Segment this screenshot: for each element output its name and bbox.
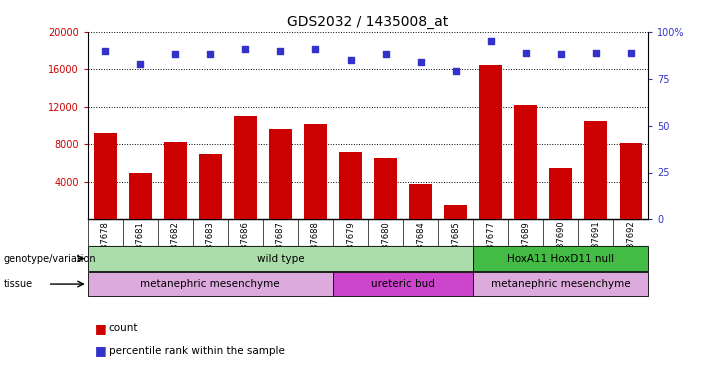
Bar <box>234 116 257 219</box>
Bar <box>88 246 473 271</box>
Point <box>485 38 496 44</box>
Bar <box>88 272 333 296</box>
Point <box>135 61 146 67</box>
Text: ■: ■ <box>95 322 107 334</box>
Text: percentile rank within the sample: percentile rank within the sample <box>109 346 285 355</box>
Text: wild type: wild type <box>257 254 304 264</box>
Point <box>100 48 111 54</box>
Text: metanephric mesenchyme: metanephric mesenchyme <box>491 279 631 289</box>
Text: ureteric bud: ureteric bud <box>371 279 435 289</box>
Bar <box>515 105 537 219</box>
Point <box>450 68 461 74</box>
Bar <box>129 172 151 219</box>
Point <box>380 51 391 57</box>
Text: count: count <box>109 323 138 333</box>
Bar <box>333 272 473 296</box>
Bar <box>94 133 116 219</box>
Point <box>240 46 251 52</box>
Point <box>415 59 426 65</box>
Text: HoxA11 HoxD11 null: HoxA11 HoxD11 null <box>508 254 614 264</box>
Point <box>170 51 181 57</box>
Point <box>275 48 286 54</box>
Bar <box>304 124 327 219</box>
Bar <box>339 152 362 219</box>
Bar <box>550 168 572 219</box>
Bar <box>374 158 397 219</box>
Title: GDS2032 / 1435008_at: GDS2032 / 1435008_at <box>287 15 449 30</box>
Point <box>555 51 566 57</box>
Point <box>310 46 321 52</box>
Bar <box>269 129 292 219</box>
Point <box>345 57 356 63</box>
Point <box>520 50 531 55</box>
Point <box>590 50 601 55</box>
Bar <box>409 184 432 219</box>
Bar <box>479 64 502 219</box>
Point <box>205 51 216 57</box>
Text: ■: ■ <box>95 344 107 357</box>
Bar <box>620 142 642 219</box>
Text: tissue: tissue <box>4 279 33 289</box>
Text: metanephric mesenchyme: metanephric mesenchyme <box>140 279 280 289</box>
Bar <box>164 142 186 219</box>
Bar <box>444 206 467 219</box>
Bar <box>585 121 607 219</box>
Bar <box>473 272 648 296</box>
Text: genotype/variation: genotype/variation <box>4 254 96 264</box>
Bar <box>473 246 648 271</box>
Bar <box>199 154 222 219</box>
Point <box>625 50 637 55</box>
